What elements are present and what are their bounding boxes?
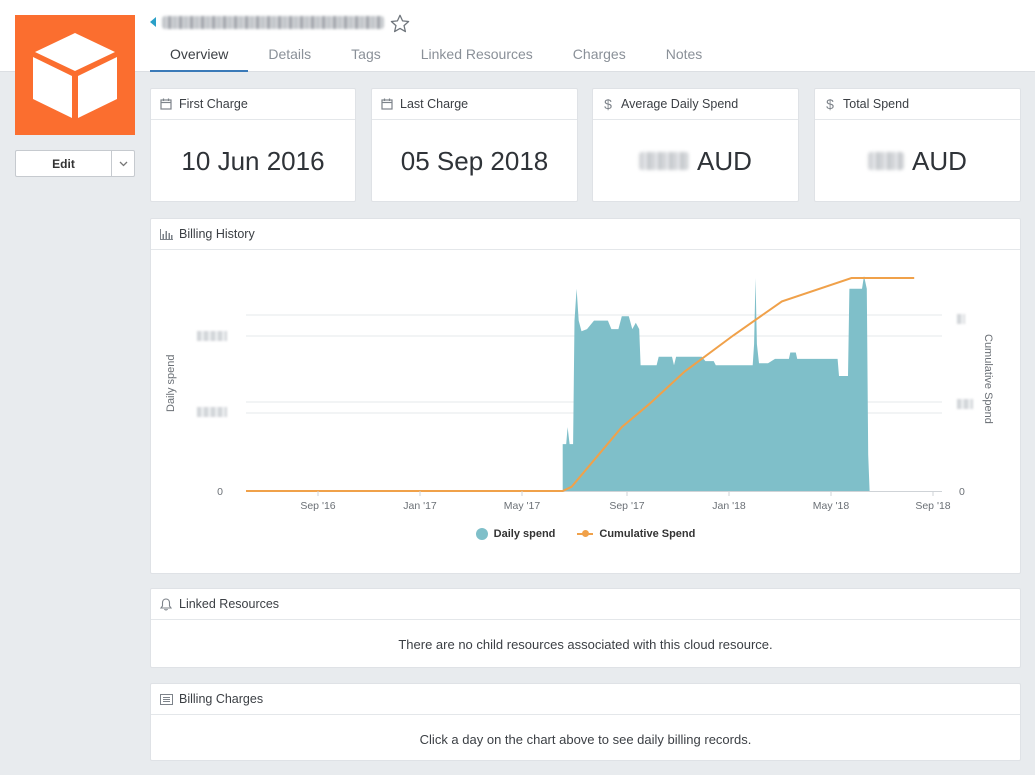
tab-linked-resources[interactable]: Linked Resources (420, 46, 533, 62)
x-tick-label: Sep '17 (609, 500, 644, 512)
bar-chart-icon (159, 227, 173, 241)
stat-label: Total Spend (843, 97, 910, 111)
stat-currency: AUD (912, 145, 967, 176)
x-tick-label: May '17 (504, 500, 541, 512)
y-axis-title-right: Cumulative Spend (982, 334, 994, 424)
resource-name-redacted (162, 16, 384, 29)
last-charge-card: Last Charge 05 Sep 2018 (371, 88, 578, 202)
stat-label: Last Charge (400, 97, 469, 111)
redacted-tick (957, 399, 973, 409)
billing-chart[interactable]: Sep '16 Jan '17 May '17 Sep '17 Jan '18 May '… (151, 250, 1020, 520)
average-daily-spend-card: $ Average Daily Spend AUD (592, 88, 799, 202)
y-tick-label-left: 0 (217, 486, 223, 498)
chart-area: Sep '16 Jan '17 May '17 Sep '17 Jan '18 May '… (151, 250, 1020, 574)
edit-split-button: Edit (15, 150, 135, 177)
star-icon[interactable] (389, 13, 411, 40)
card-title: Billing History (179, 227, 255, 241)
chart-legend: Daily spend Cumulative Spend (151, 528, 1020, 540)
calendar-icon (159, 97, 173, 111)
x-tick-label: Sep '18 (915, 500, 950, 512)
empty-message: Click a day on the chart above to see da… (419, 731, 752, 747)
tab-notes[interactable]: Notes (665, 46, 703, 62)
stat-value: 05 Sep 2018 (400, 145, 549, 176)
billing-charges-card: Billing Charges Click a day on the chart… (150, 683, 1021, 761)
redacted-tick (957, 314, 965, 324)
redacted-amount (868, 152, 905, 170)
bell-icon (159, 597, 173, 611)
total-spend-card: $ Total Spend AUD (814, 88, 1021, 202)
back-arrow-icon[interactable] (150, 17, 156, 27)
redacted-tick (197, 407, 227, 417)
billing-history-card: Billing History Sep '16 Jan '17 May '17 Sep… (150, 218, 1021, 574)
calendar-icon (380, 97, 394, 111)
legend-line-icon (577, 530, 594, 537)
tab-tags[interactable]: Tags (351, 46, 381, 62)
y-axis-title-left: Daily spend (165, 354, 177, 412)
y-tick-label-right: 0 (959, 486, 965, 498)
tab-bar: Overview Details Tags Linked Resources C… (150, 38, 722, 72)
stat-value-row: AUD (815, 120, 1020, 202)
x-tick-label: May '18 (813, 500, 850, 512)
stat-value: 10 Jun 2016 (181, 145, 325, 176)
dollar-icon: $ (604, 96, 612, 112)
x-tick-label: Jan '18 (712, 500, 746, 512)
edit-button[interactable]: Edit (16, 151, 112, 176)
tab-charges[interactable]: Charges (572, 46, 626, 62)
linked-resources-card: Linked Resources There are no child reso… (150, 588, 1021, 668)
stat-currency: AUD (697, 145, 752, 176)
card-title: Billing Charges (179, 692, 264, 706)
stat-label: First Charge (179, 97, 248, 111)
header-band (0, 0, 1035, 72)
stat-label: Average Daily Spend (621, 97, 739, 111)
tab-details[interactable]: Details (268, 46, 312, 62)
cube-icon (15, 15, 135, 135)
redacted-tick (197, 331, 227, 341)
series-daily-spend (246, 275, 942, 491)
dollar-icon: $ (826, 96, 834, 112)
redacted-amount (639, 152, 690, 170)
x-tick-label: Jan '17 (403, 500, 437, 512)
stat-value-row: AUD (593, 120, 798, 202)
tab-overview[interactable]: Overview (150, 38, 249, 72)
chevron-down-icon[interactable] (112, 151, 134, 176)
legend-daily-spend[interactable]: Daily spend (475, 528, 556, 540)
legend-label: Cumulative Spend (599, 528, 696, 540)
first-charge-card: First Charge 10 Jun 2016 (150, 88, 356, 202)
list-icon (159, 692, 173, 706)
empty-message: There are no child resources associated … (398, 636, 773, 652)
legend-dot-icon (475, 528, 488, 540)
legend-cumulative-spend[interactable]: Cumulative Spend (577, 528, 695, 540)
legend-label: Daily spend (493, 528, 556, 540)
x-tick-label: Sep '16 (300, 500, 335, 512)
card-title: Linked Resources (179, 597, 280, 611)
series-cumulative-spend (246, 277, 915, 492)
